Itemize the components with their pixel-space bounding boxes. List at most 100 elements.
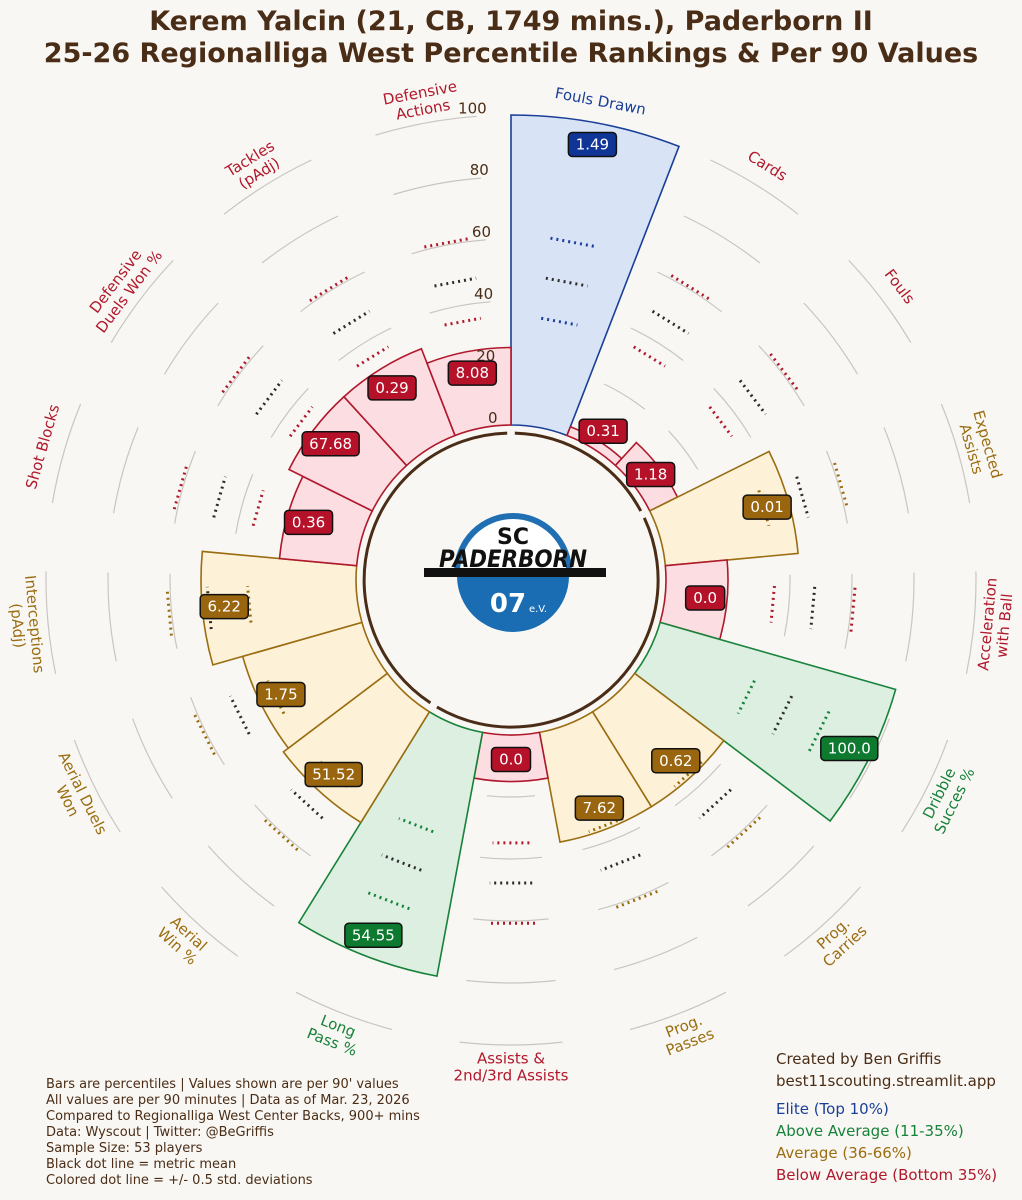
value-badge: 67.68: [301, 431, 360, 457]
grid-arc: [473, 918, 549, 922]
metric-label-line: with Ball: [992, 593, 1016, 659]
dot-line: [738, 379, 767, 416]
dot-line: [809, 586, 817, 630]
grid-arc: [480, 856, 542, 860]
grid-arc: [174, 450, 196, 524]
dot-line: [708, 406, 734, 438]
value-badge-text: 1.49: [576, 136, 609, 154]
grid-arc: [73, 739, 121, 833]
value-badge: 0.31: [578, 418, 628, 444]
dot-line: [212, 476, 227, 518]
bar: [297, 710, 484, 978]
value-badge-text: 100.0: [828, 739, 871, 757]
metric-label-line: Fouls Drawn: [554, 84, 648, 119]
dot-line: [434, 276, 477, 288]
grid-arc: [300, 271, 365, 313]
metric-label: Tackles(pAdj): [222, 137, 283, 193]
footnote-line: All values are per 90 minutes | Data as …: [46, 1093, 410, 1108]
grid-arc: [603, 383, 646, 410]
grid-arc: [295, 991, 393, 1031]
grid-arc: [107, 572, 117, 662]
value-badge-text: 54.55: [352, 926, 395, 944]
grid-arc: [110, 259, 174, 343]
grid-arc: [683, 215, 761, 264]
grid-arc: [758, 345, 805, 407]
grid-arc: [207, 845, 275, 907]
dot-line: [600, 853, 641, 872]
grid-arc: [393, 177, 482, 196]
group-arc: [436, 517, 660, 729]
bar: [200, 550, 363, 666]
grid-arc: [657, 271, 722, 313]
value-badge-text: 67.68: [309, 435, 352, 453]
metric-label: Prog.Passes: [663, 1011, 717, 1060]
dot-line: [771, 695, 794, 735]
footnote-line: Data: Wyscout | Twitter: @BeGriffis: [46, 1125, 274, 1140]
grid-arc: [161, 886, 239, 957]
grid-arc: [674, 763, 722, 807]
group-arc: [362, 431, 508, 705]
metric-label-line: (pAdj): [7, 602, 29, 648]
dot-line: [398, 817, 434, 834]
dot-line: [424, 236, 472, 249]
grid-arc: [51, 403, 82, 504]
footnote-line: Black dot line = metric mean: [46, 1157, 237, 1172]
bar: [633, 621, 897, 823]
radial-tick-label: 60: [472, 223, 491, 241]
grid-arc: [582, 826, 641, 851]
value-badge: 8.08: [447, 360, 498, 386]
value-badge: 0.0: [490, 746, 532, 773]
grid-arc: [190, 697, 225, 766]
dot-line: [612, 890, 658, 911]
footnote-line: Bars are percentiles | Values shown are …: [46, 1077, 399, 1092]
value-badge: 100.0: [820, 735, 879, 762]
svg-text:07: 07: [490, 589, 526, 619]
dot-line: [632, 345, 666, 368]
dot-line: [172, 462, 189, 510]
grid-arc: [844, 573, 853, 649]
grid-arc: [375, 115, 477, 136]
radial-tick-label: 0: [488, 409, 498, 427]
grid-arc: [338, 327, 392, 361]
grid-arc: [901, 739, 949, 833]
grid-arc: [254, 804, 311, 857]
metric-label-line: Cards: [744, 147, 790, 185]
dot-line: [191, 710, 216, 756]
radial-tick-label: 80: [470, 161, 489, 179]
metric-label: Prog.Carries: [813, 914, 870, 971]
title-line-2: 25-26 Regionalliga West Percentile Ranki…: [43, 38, 979, 69]
dot-line: [849, 587, 857, 636]
value-badge: 1.49: [567, 131, 618, 158]
grid-arc: [429, 301, 491, 314]
dot-line: [260, 816, 299, 851]
value-badge: 6.22: [199, 593, 249, 620]
metric-label-line: 2nd/3rd Assists: [454, 1067, 569, 1085]
dot-line: [228, 695, 251, 735]
value-badge-text: 0.0: [693, 589, 717, 607]
chart-title: Kerem Yalcin (21, CB, 1749 mins.), Pader…: [0, 6, 1022, 70]
footnote-line: Sample Size: 53 players: [46, 1141, 203, 1156]
value-badge-text: 0.62: [659, 752, 692, 770]
metric-label-line: Fouls: [881, 266, 919, 308]
grid-arc: [459, 1041, 563, 1046]
value-badge: 1.75: [256, 681, 306, 708]
value-badge-text: 0.29: [375, 379, 408, 397]
credit: Created by Ben Griffis best11scouting.str…: [776, 1048, 996, 1092]
value-badge: 0.29: [367, 375, 417, 401]
value-badge-text: 8.08: [456, 364, 489, 382]
mean-dot-lines: [165, 236, 857, 925]
grid-arc: [783, 886, 861, 957]
value-badge-text: 7.62: [583, 799, 616, 817]
dot-line: [444, 316, 482, 327]
value-badge-text: 0.0: [499, 751, 523, 769]
bar: [510, 114, 681, 437]
title-line-1: Kerem Yalcin (21, CB, 1749 mins.), Pader…: [149, 6, 873, 37]
grid-arc: [163, 302, 219, 375]
grid-arc: [630, 327, 684, 361]
grid-arc: [905, 572, 915, 662]
dot-line: [769, 585, 776, 623]
